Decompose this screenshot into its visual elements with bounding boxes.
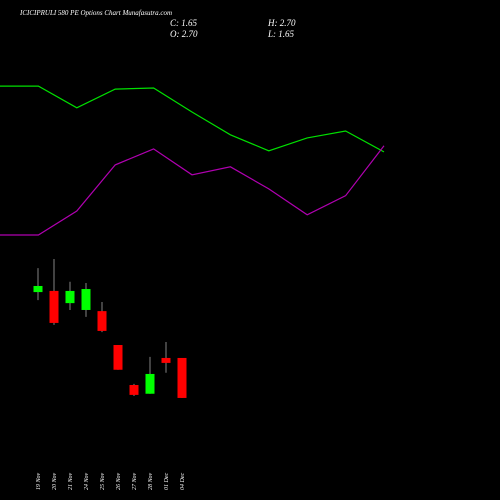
x-tick-label: 04 Dec bbox=[179, 473, 186, 490]
x-tick-label: 20 Nov bbox=[52, 472, 58, 490]
candle-body bbox=[161, 357, 171, 363]
x-tick-label: 25 Nov bbox=[100, 472, 106, 490]
x-tick-label: 26 Nov bbox=[116, 472, 122, 490]
ohlc-close: C: 1.65 bbox=[170, 18, 198, 28]
candle-body bbox=[177, 357, 187, 398]
candle-body bbox=[65, 290, 75, 304]
x-tick-label: 01 Dec bbox=[164, 473, 170, 490]
x-tick-label: 27 Nov bbox=[132, 472, 138, 490]
x-tick-label: 21 Nov bbox=[68, 472, 74, 490]
candle-body bbox=[49, 290, 59, 323]
candle-body bbox=[145, 373, 155, 394]
x-tick-label: 19 Nov bbox=[36, 472, 42, 490]
candle-body bbox=[129, 384, 139, 395]
ohlc-open: O: 2.70 bbox=[170, 29, 198, 39]
candle-body bbox=[97, 311, 107, 331]
average-line bbox=[0, 145, 385, 236]
candle-body bbox=[81, 289, 91, 310]
average-line bbox=[0, 85, 385, 153]
ohlc-low: L: 1.65 bbox=[267, 29, 295, 39]
ohlc-high: H: 2.70 bbox=[267, 18, 296, 28]
chart-title: ICICIPRULI 580 PE Options Chart Munafasu… bbox=[19, 9, 172, 17]
x-tick-label: 28 Nov bbox=[148, 472, 154, 490]
candle-body bbox=[113, 345, 123, 370]
candle-body bbox=[33, 285, 43, 293]
x-tick-label: 24 Nov bbox=[83, 472, 90, 490]
